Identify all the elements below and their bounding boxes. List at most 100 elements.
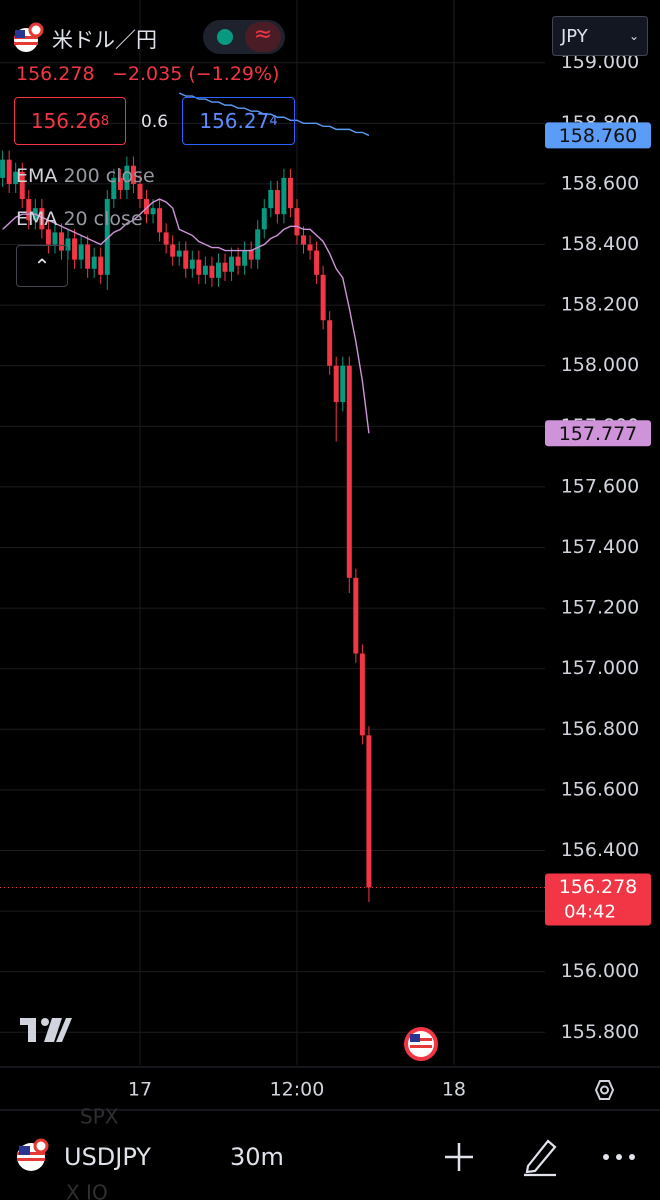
candle-body [281,177,287,215]
more-button[interactable] [603,1154,635,1160]
last-price-label: 156.278 [559,876,638,898]
candle-body [117,177,123,190]
candle-body [314,250,320,275]
indicator-params: 200 close [63,165,155,187]
x-tick-label: 18 [442,1079,466,1101]
candle-body [346,365,352,578]
footer-interval[interactable]: 30m [230,1143,284,1171]
indicator[interactable]: EMA 200 close [16,165,155,187]
candle-body [39,208,45,230]
ema-line [2,198,370,434]
y-tick-label: 157.000 [561,657,640,679]
ema-price-badge [545,122,651,149]
market-open-dot [217,29,233,45]
candle-body [98,256,104,275]
sell-price-sup: 8 [100,113,110,129]
ghost-text: X IO [66,1181,108,1200]
y-tick-label: 159.000 [561,51,640,73]
indicator-name: EMA [16,208,58,230]
grid [0,0,545,1065]
y-tick-label: 157.400 [561,536,640,558]
y-tick-label: 158.200 [561,294,640,316]
candle-body [261,208,267,230]
countdown: 04:42 [564,901,616,922]
last-price: 156.278 [16,63,95,85]
draw-button[interactable] [524,1139,557,1177]
indicator-params: 20 close [63,208,143,230]
y-tick-label: 158.400 [561,233,640,255]
candle-body [137,183,143,200]
candle-body [209,265,215,278]
candle-body [52,232,58,245]
sell-price: 156.26 [30,109,101,133]
add-button[interactable] [445,1143,473,1171]
plot [0,92,545,902]
indicator[interactable]: EMA 20 close [16,208,143,230]
buy-price: 156.27 [199,109,270,133]
ema-line [178,92,370,137]
candle-body [111,177,117,200]
ghost-text: SPX [80,1105,119,1129]
candle-body [144,199,150,215]
y-tick-label: 158.600 [561,172,640,194]
y-tick-label: 156.800 [561,718,640,740]
delay-icon: ≈ [245,22,281,52]
event-flag[interactable] [404,1027,438,1061]
sell-button[interactable]: 156.26 8 [14,97,126,145]
candle-body [0,159,6,178]
currency-select[interactable]: JPY ⌄ [552,16,648,56]
candle-body [58,232,64,251]
y-tick-label: 157.600 [561,475,640,497]
candle-body [170,244,176,257]
candle-body [294,208,300,236]
candle-body [124,165,130,190]
settings-icon[interactable] [594,1080,615,1100]
symbol-name[interactable]: 米ドル／円 [52,28,157,52]
candle-body [150,208,156,215]
candle-body [333,365,339,403]
indicator-name: EMA [16,165,58,187]
y-tick-label: 156.000 [561,960,640,982]
collapse-button[interactable]: ⌃ [16,245,68,287]
footer-symbol[interactable]: USDJPY [64,1143,151,1171]
header-flag [14,22,44,52]
candle-body [268,189,274,209]
candle-body [287,177,293,209]
y-tick-label: 158.000 [561,354,640,376]
ema-price-label: 158.760 [559,125,638,147]
candle-body [85,244,91,269]
y-tick-label: 156.600 [561,778,640,800]
tv-logo [20,1018,72,1042]
status-toggle[interactable]: ≈ [203,20,285,54]
candle-body [183,250,189,269]
candle-body [130,165,136,184]
candle-body [327,320,333,366]
price-axis: 155.800156.000156.200156.400156.600156.8… [545,51,651,1043]
candle-body [163,232,169,245]
candle-body [248,250,254,260]
candle-body [222,262,228,272]
candle-body [19,171,25,200]
candle-body [215,262,221,278]
symbol-flag [17,1138,49,1171]
candle-body [104,199,110,275]
candle-body [202,265,208,275]
candle-body [353,577,359,654]
buy-price-sup: 4 [269,113,278,129]
candle-body [359,653,365,736]
candle-body [340,365,346,403]
spread: 0.6 [141,112,169,132]
chevron: ⌄ [628,29,639,43]
candle-body [320,274,326,321]
candle-body [366,735,372,888]
y-tick-label: 156.400 [561,839,640,861]
currency: JPY [561,25,588,47]
candle-body [255,229,261,260]
candle-body [229,256,235,272]
x-tick-label: 17 [128,1079,152,1101]
candle-body [72,238,78,260]
candle-body [235,256,241,266]
buy-button[interactable]: 156.27 4 [182,97,295,145]
x-tick-label: 12:00 [270,1079,325,1101]
